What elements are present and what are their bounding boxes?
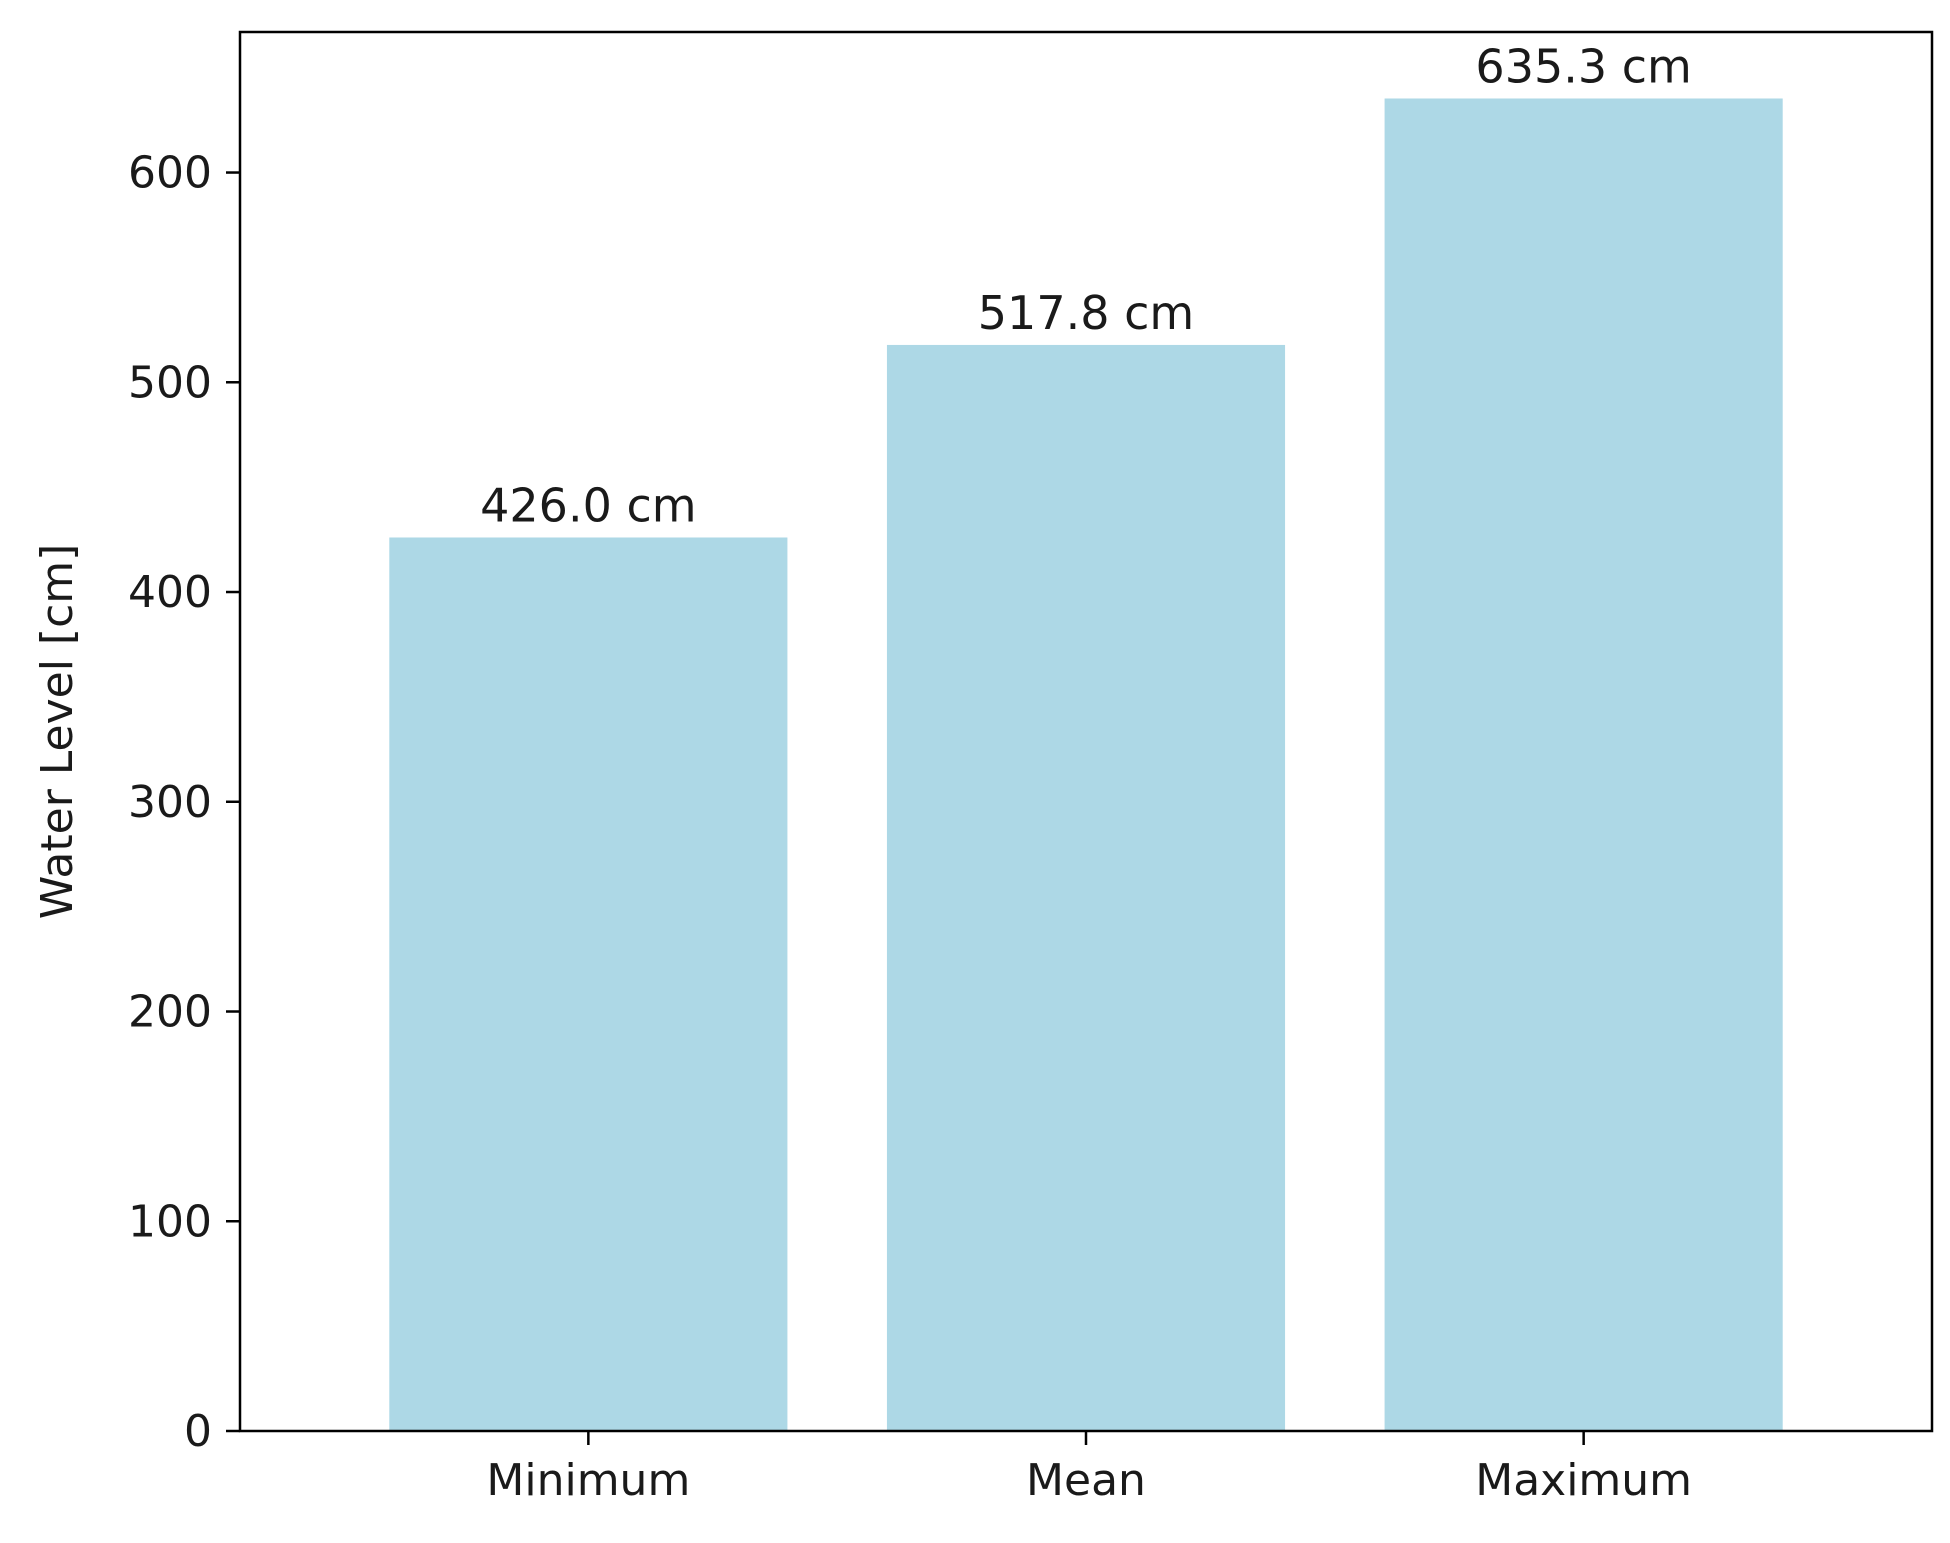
y-tick-label: 0: [184, 1406, 212, 1457]
bar-minimum: [389, 537, 788, 1431]
y-tick-label: 200: [128, 987, 212, 1038]
y-axis-title: Water Level [cm]: [32, 544, 83, 920]
data-label-maximum: 635.3 cm: [1475, 39, 1691, 93]
plot-frame: [238, 30, 1934, 1433]
bar-mean: [886, 344, 1286, 1432]
data-label-minimum: 426.0 cm: [480, 478, 696, 532]
y-tick-label: 100: [128, 1196, 212, 1247]
y-tick-label: 400: [128, 567, 212, 618]
labels-layer: 426.0 cm Minimum 517.8 cm Mean 635.3 cm Maxim…: [128, 39, 1692, 1506]
data-label-mean: 517.8 cm: [978, 286, 1194, 340]
y-tick-label: 500: [128, 357, 212, 408]
ticks-layer: [226, 171, 1585, 1445]
y-tick-label: 300: [128, 777, 212, 828]
x-tick-label-mean: Mean: [1026, 1455, 1146, 1506]
bars-layer: [389, 98, 1783, 1432]
bar-maximum: [1384, 98, 1783, 1431]
x-tick-label-minimum: Minimum: [486, 1455, 690, 1506]
x-tick-label-maximum: Maximum: [1475, 1455, 1692, 1506]
y-tick-label: 600: [128, 148, 212, 199]
